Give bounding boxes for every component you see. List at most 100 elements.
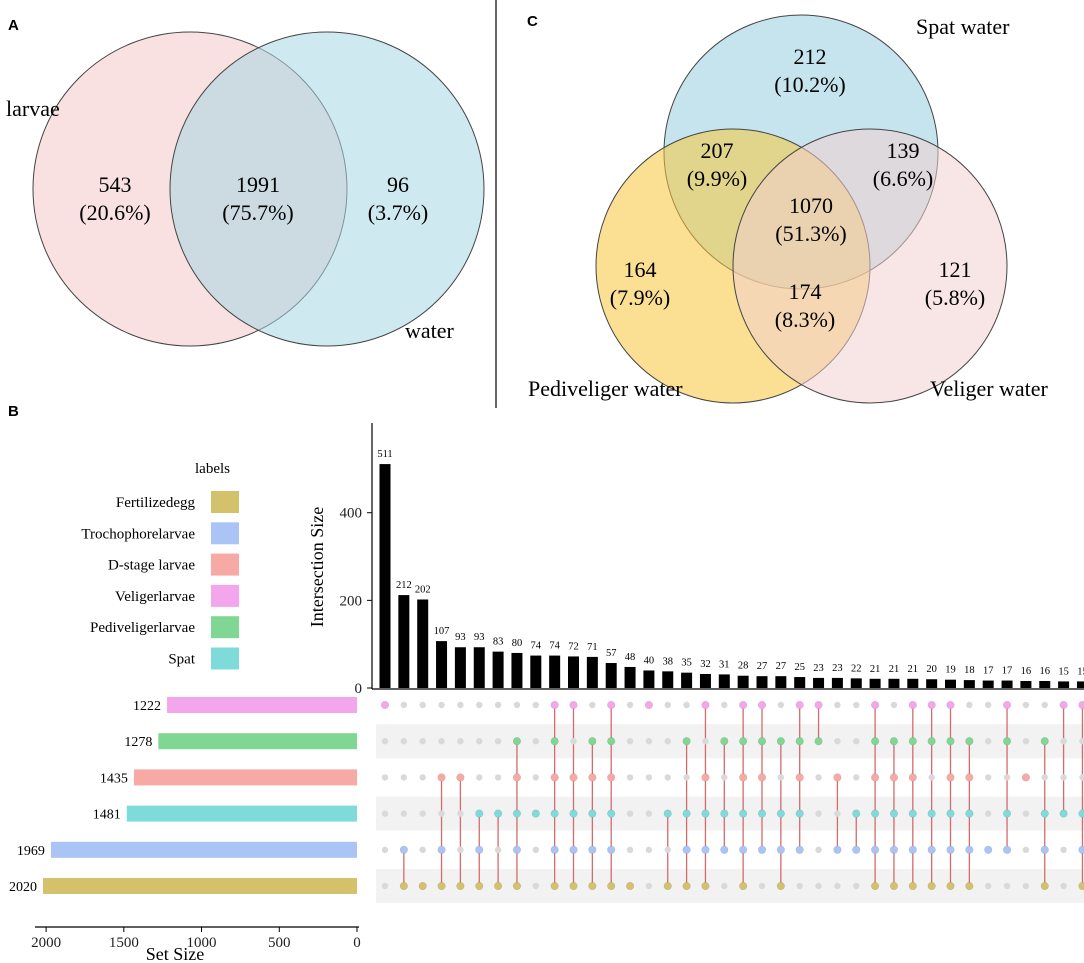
matrix-dot-active bbox=[852, 809, 861, 818]
matrix-dot-inactive bbox=[494, 846, 502, 853]
intersection-bar bbox=[492, 651, 504, 688]
venn-c-count-all: 1070 bbox=[789, 193, 833, 218]
matrix-dot-active bbox=[644, 700, 654, 710]
intersection-bar bbox=[568, 656, 579, 688]
venn-a-set-label-larvae: larvae bbox=[6, 96, 60, 121]
matrix-dot-inactive bbox=[1003, 882, 1011, 890]
intersection-bar-label: 93 bbox=[474, 632, 485, 643]
matrix-dot-active bbox=[1078, 809, 1084, 818]
intersection-bar bbox=[662, 671, 674, 688]
intersection-bar-label: 17 bbox=[1002, 666, 1013, 677]
matrix-dot-active bbox=[908, 773, 917, 782]
matrix-dot-active bbox=[795, 773, 804, 782]
matrix-dot-active bbox=[418, 881, 427, 891]
intersection-bar-label: 19 bbox=[945, 665, 956, 676]
matrix-dot-inactive bbox=[834, 882, 841, 890]
matrix-dot-active bbox=[739, 845, 748, 854]
matrix-dot-active bbox=[682, 881, 691, 891]
matrix-dot-inactive bbox=[381, 738, 389, 745]
matrix-dot-inactive bbox=[683, 701, 690, 709]
set-size-bar bbox=[50, 841, 357, 858]
set-size-tick-label: 1500 bbox=[109, 935, 139, 951]
matrix-dot-inactive bbox=[721, 882, 728, 890]
venn-a-pct-both: (75.7%) bbox=[222, 200, 293, 225]
matrix-dot-active bbox=[701, 881, 710, 891]
matrix-dot-active bbox=[870, 700, 880, 710]
matrix-dot-active bbox=[795, 809, 804, 818]
intersection-bar bbox=[718, 674, 730, 688]
intersection-bar bbox=[1076, 681, 1084, 688]
matrix-dot-active bbox=[946, 881, 955, 891]
legend-swatch bbox=[211, 647, 239, 670]
matrix-dot-active bbox=[889, 845, 899, 854]
legend-swatch bbox=[211, 522, 239, 545]
matrix-dot-inactive bbox=[853, 701, 860, 709]
matrix-dot-active bbox=[927, 809, 936, 818]
y-tick-label: 400 bbox=[340, 506, 363, 522]
matrix-dot-active bbox=[757, 737, 767, 746]
matrix-dot-inactive bbox=[1022, 882, 1030, 890]
venn-c-count-spat-only: 212 bbox=[794, 44, 827, 69]
matrix-dot-active bbox=[588, 845, 597, 854]
matrix-dot-inactive bbox=[381, 882, 389, 890]
matrix-dot-active bbox=[399, 845, 408, 854]
matrix-dot-inactive bbox=[1060, 882, 1067, 890]
matrix-dot-inactive bbox=[664, 846, 671, 853]
intersection-bar-label: 48 bbox=[625, 652, 636, 663]
matrix-dot-active bbox=[550, 809, 559, 818]
intersection-bar-label: 22 bbox=[851, 663, 862, 674]
matrix-dot-active bbox=[927, 737, 936, 746]
intersection-bar-label: 21 bbox=[870, 664, 881, 675]
intersection-bar bbox=[737, 675, 749, 688]
matrix-dot-inactive bbox=[570, 738, 577, 745]
matrix-dot-active bbox=[739, 737, 748, 746]
matrix-dot-active bbox=[795, 845, 804, 854]
matrix-dot-inactive bbox=[400, 701, 408, 709]
matrix-dot-active bbox=[512, 809, 522, 818]
matrix-dot-active bbox=[1002, 809, 1012, 818]
venn-c-pct-spat-pediveliger: (9.9%) bbox=[687, 166, 747, 191]
matrix-dot-inactive bbox=[381, 810, 389, 817]
venn-c-count-spat-veliger: 139 bbox=[887, 138, 920, 163]
intersection-bar bbox=[850, 678, 862, 688]
matrix-dot-inactive bbox=[985, 774, 992, 781]
intersection-bar bbox=[511, 652, 523, 688]
matrix-dot-inactive bbox=[721, 701, 728, 709]
matrix-dot-active bbox=[550, 881, 559, 891]
intersection-bar-label: 72 bbox=[568, 641, 579, 652]
matrix-dot-inactive bbox=[758, 882, 766, 890]
panel-label-c: C bbox=[527, 13, 538, 30]
matrix-dot-active bbox=[456, 773, 465, 782]
set-size-bar bbox=[126, 805, 357, 822]
matrix-dot-active bbox=[550, 737, 559, 746]
matrix-dot-inactive bbox=[494, 738, 502, 745]
set-size-tick-label: 500 bbox=[268, 935, 291, 951]
matrix-dot-active bbox=[814, 737, 823, 746]
matrix-dot-inactive bbox=[1003, 774, 1011, 781]
intersection-bar-label: 38 bbox=[663, 656, 674, 667]
matrix-dot-active bbox=[984, 845, 993, 854]
matrix-dot-active bbox=[1002, 845, 1012, 854]
matrix-dot-active bbox=[1040, 881, 1049, 891]
matrix-dot-inactive bbox=[1022, 810, 1030, 817]
matrix-dot-active bbox=[757, 700, 767, 710]
matrix-dot-active bbox=[720, 845, 729, 854]
matrix-dot-active bbox=[739, 700, 748, 710]
matrix-dot-active bbox=[795, 700, 804, 710]
legend-label: D-stage larvae bbox=[108, 558, 195, 574]
legend-label: Pediveligerlarvae bbox=[90, 620, 195, 636]
matrix-dot-inactive bbox=[702, 738, 709, 745]
matrix-dot-inactive bbox=[834, 810, 841, 817]
matrix-dot-inactive bbox=[532, 846, 539, 853]
matrix-dot-inactive bbox=[419, 774, 426, 781]
matrix-dot-active bbox=[494, 809, 503, 818]
matrix-dot-inactive bbox=[853, 738, 860, 745]
intersection-bar bbox=[699, 673, 711, 688]
intersection-bar-label: 74 bbox=[549, 641, 560, 652]
intersection-bar bbox=[379, 464, 391, 688]
set-size-bar bbox=[167, 697, 357, 713]
matrix-dot-active bbox=[550, 700, 559, 710]
matrix-dot-inactive bbox=[1079, 738, 1084, 745]
matrix-dot-active bbox=[889, 881, 899, 891]
